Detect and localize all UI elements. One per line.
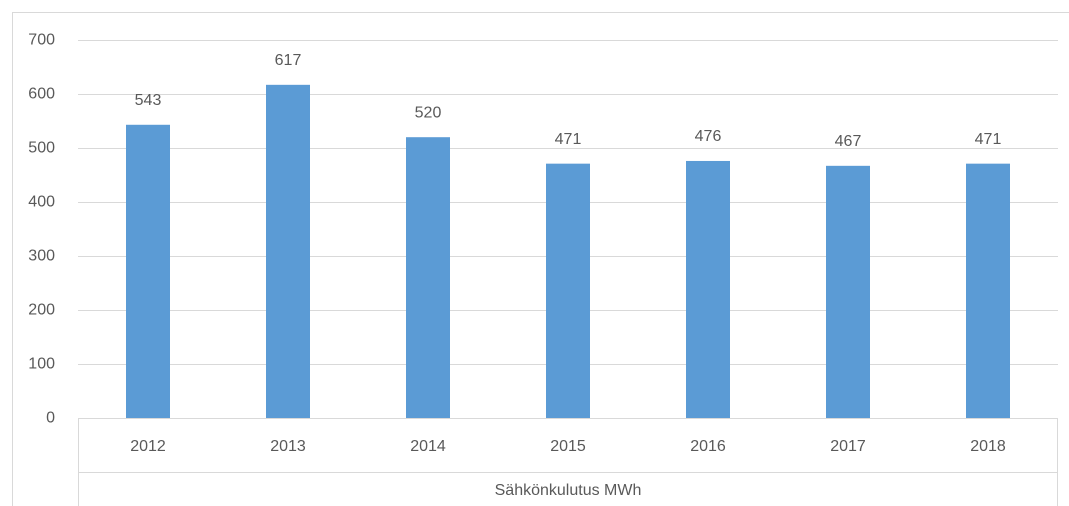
data-label: 543 (135, 92, 162, 109)
x-axis-label: Sähkönkulutus MWh (495, 482, 642, 499)
x-tick-label: 2018 (970, 438, 1006, 455)
x-tick-label: 2016 (690, 438, 726, 455)
x-tick-label: 2012 (130, 438, 166, 455)
y-tick-label: 400 (28, 194, 55, 211)
x-tick-label: 2017 (830, 438, 866, 455)
bar (966, 163, 1010, 418)
data-label: 471 (555, 131, 582, 148)
y-tick-label: 100 (28, 356, 55, 373)
bar (406, 137, 450, 418)
data-label: 617 (275, 52, 302, 69)
x-tick-label: 2015 (550, 438, 586, 455)
data-label: 467 (835, 133, 862, 150)
x-tick-label: 2014 (410, 438, 446, 455)
y-tick-label: 500 (28, 140, 55, 157)
bar (826, 165, 870, 418)
y-tick-label: 0 (46, 410, 55, 427)
y-tick-label: 200 (28, 302, 55, 319)
data-label: 520 (415, 104, 442, 121)
data-label: 471 (975, 131, 1002, 148)
bar (686, 160, 730, 418)
y-tick-label: 300 (28, 248, 55, 265)
x-tick-label: 2013 (270, 438, 306, 455)
chart-border (12, 12, 1069, 506)
bar (546, 163, 590, 418)
data-label: 476 (695, 128, 722, 145)
bar (266, 84, 310, 418)
y-tick-label: 700 (28, 32, 55, 49)
y-tick-label: 600 (28, 86, 55, 103)
bar (126, 124, 170, 418)
